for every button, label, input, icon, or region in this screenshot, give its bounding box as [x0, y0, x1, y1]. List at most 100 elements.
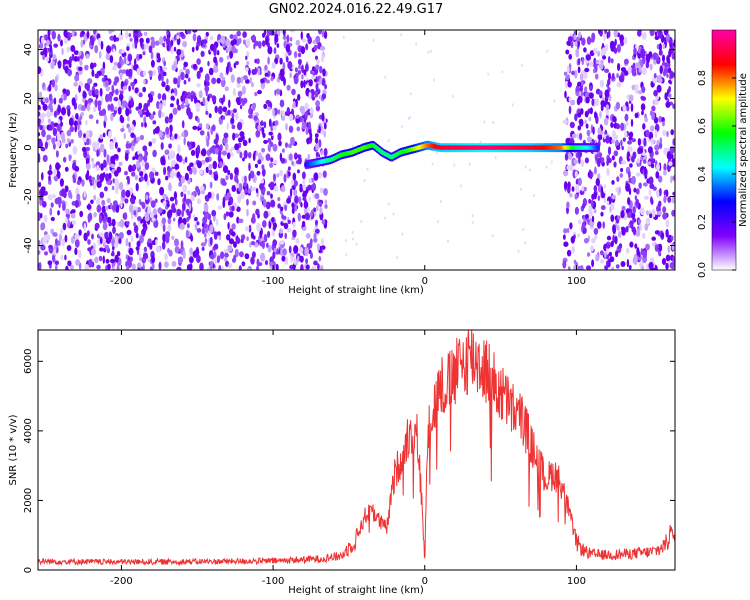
faint-point: [501, 70, 504, 74]
noise-point: [243, 39, 246, 45]
noise-point: [209, 260, 214, 268]
noise-point: [143, 246, 148, 252]
noise-point: [63, 30, 68, 38]
noise-point: [55, 150, 59, 158]
noise-point: [138, 102, 143, 110]
noise-point: [162, 200, 167, 207]
noise-point: [593, 57, 597, 65]
noise-point: [632, 206, 636, 214]
noise-point: [287, 60, 293, 70]
noise-point: [128, 247, 134, 256]
noise-point: [621, 145, 624, 151]
noise-point: [38, 250, 41, 255]
noise-point: [47, 118, 52, 124]
noise-point: [309, 240, 313, 249]
faint-point: [366, 167, 369, 172]
noise-point: [653, 73, 657, 79]
faint-point: [471, 214, 474, 218]
noise-point: [277, 197, 281, 202]
noise-point: [109, 258, 116, 264]
noise-point: [135, 182, 139, 192]
noise-point: [88, 114, 94, 119]
noise-point: [280, 157, 286, 164]
noise-point: [667, 196, 671, 204]
noise-point: [45, 56, 50, 63]
noise-point: [49, 44, 53, 53]
noise-point: [635, 188, 640, 195]
noise-point: [263, 233, 268, 243]
noise-point: [213, 66, 219, 73]
noise-point: [116, 264, 120, 270]
noise-point: [567, 266, 571, 270]
noise-point: [563, 228, 568, 234]
faint-point: [532, 193, 535, 198]
noise-point: [221, 150, 227, 156]
noise-point: [60, 131, 65, 141]
noise-point: [93, 30, 97, 35]
noise-point: [588, 211, 591, 221]
noise-point: [584, 67, 590, 73]
noise-point: [269, 162, 274, 168]
noise-point: [291, 202, 295, 209]
noise-point: [200, 242, 206, 247]
faint-point: [528, 168, 531, 172]
noise-point: [570, 41, 574, 49]
noise-point: [292, 100, 296, 108]
noise-point: [280, 206, 284, 212]
noise-point: [575, 85, 580, 93]
noise-point: [122, 69, 127, 74]
noise-point: [145, 194, 149, 200]
noise-point: [297, 70, 301, 75]
noise-point: [627, 66, 633, 75]
noise-point: [606, 167, 610, 176]
noise-point: [112, 226, 116, 234]
noise-point: [176, 98, 180, 106]
noise-point: [623, 36, 628, 45]
x-tick-label: 100: [567, 276, 586, 287]
noise-point: [65, 208, 70, 215]
noise-point: [127, 116, 130, 122]
noise-point: [91, 161, 95, 168]
noise-point: [281, 116, 286, 121]
noise-point: [226, 122, 229, 130]
noise-point: [165, 234, 170, 244]
noise-point: [192, 63, 198, 70]
noise-point: [205, 157, 210, 163]
noise-point: [94, 142, 100, 152]
noise-point: [311, 265, 317, 270]
spectrogram-y-label: Frequency (Hz): [8, 112, 19, 188]
noise-point: [41, 36, 45, 44]
noise-point: [227, 109, 231, 116]
noise-point: [222, 106, 228, 113]
noise-point: [268, 131, 274, 136]
noise-point: [133, 222, 136, 227]
noise-point: [601, 192, 606, 199]
noise-point: [573, 264, 577, 270]
noise-point: [271, 217, 275, 223]
noise-point: [668, 161, 673, 167]
noise-point: [242, 157, 245, 162]
noise-point: [257, 159, 262, 165]
noise-point: [236, 237, 241, 245]
faint-point: [392, 212, 395, 216]
noise-point: [658, 77, 663, 84]
noise-point: [629, 241, 634, 248]
noise-point: [610, 240, 614, 248]
noise-point: [184, 172, 189, 181]
noise-point: [640, 103, 646, 111]
noise-point: [620, 261, 626, 267]
noise-point: [573, 159, 578, 165]
noise-point: [270, 199, 276, 208]
noise-point: [130, 145, 135, 152]
x-tick-label: 100: [567, 576, 586, 587]
noise-point: [296, 126, 301, 132]
noise-point: [259, 121, 264, 126]
noise-point: [668, 37, 673, 46]
noise-point: [307, 184, 312, 191]
noise-point: [109, 140, 114, 150]
noise-point: [77, 129, 83, 139]
noise-point: [130, 132, 135, 138]
faint-point: [351, 144, 354, 148]
noise-point: [105, 93, 110, 103]
